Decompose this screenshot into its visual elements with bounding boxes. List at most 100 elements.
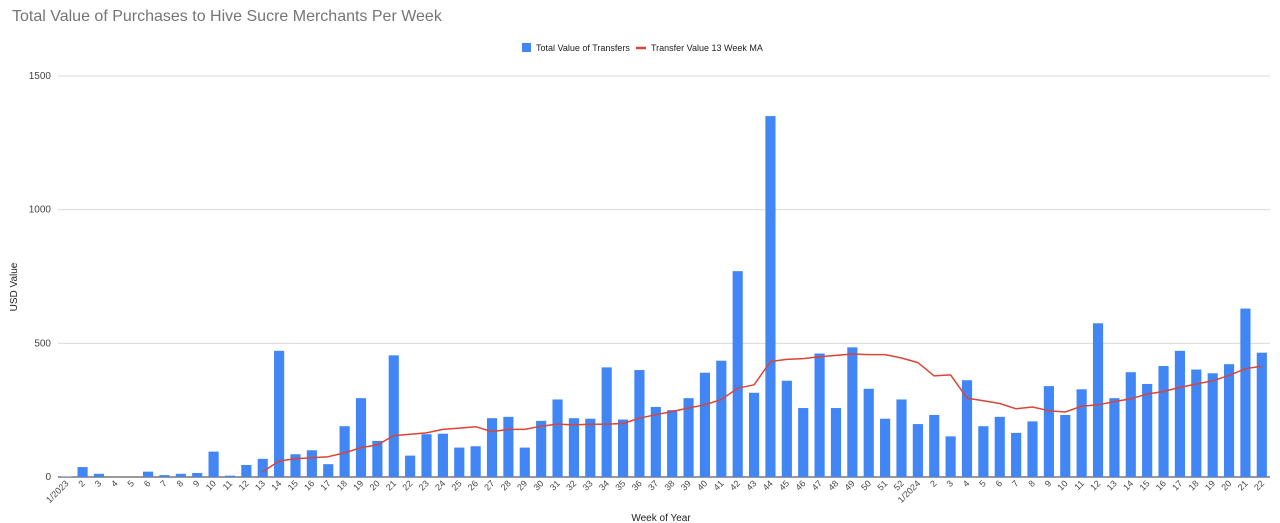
- bar: [274, 350, 285, 477]
- bar: [716, 360, 727, 477]
- bar: [634, 370, 645, 477]
- x-tick-label: 3: [944, 478, 955, 489]
- x-tick-label: 27: [482, 478, 496, 492]
- x-tick-label: 18: [1187, 478, 1201, 492]
- bar: [1125, 372, 1136, 477]
- legend-label-line: Transfer Value 13 Week MA: [651, 43, 763, 53]
- bar: [93, 473, 105, 477]
- x-tick-label: 37: [646, 478, 660, 492]
- x-tick-label: 40: [695, 478, 709, 492]
- x-tick-label: 6: [142, 478, 153, 489]
- x-tick-label: 8: [175, 478, 186, 489]
- bar: [1174, 350, 1185, 477]
- x-tick-label: 15: [1137, 478, 1151, 492]
- bar: [978, 426, 989, 477]
- bar: [519, 447, 530, 477]
- x-tick-label: 49: [843, 478, 857, 492]
- bar: [208, 451, 219, 477]
- x-tick-label: 29: [515, 478, 529, 492]
- bar: [1207, 373, 1218, 477]
- x-tick-label: 24: [433, 478, 447, 492]
- bar: [667, 410, 678, 477]
- x-tick-label: 33: [581, 478, 595, 492]
- x-tick-label: 12: [1088, 478, 1102, 492]
- x-tick-label: 48: [826, 478, 840, 492]
- bar: [929, 414, 940, 477]
- x-tick-label: 11: [221, 478, 235, 492]
- x-tick-label: 8: [1026, 478, 1037, 489]
- bar: [421, 434, 432, 477]
- bar-series: [61, 116, 1267, 477]
- x-tick-label: 12: [237, 478, 251, 492]
- x-tick-label: 38: [662, 478, 676, 492]
- bar: [994, 416, 1005, 477]
- x-tick-label: 17: [1170, 478, 1184, 492]
- x-tick-label: 21: [384, 478, 398, 492]
- x-tick-label: 15: [286, 478, 300, 492]
- x-tick-label: 43: [744, 478, 758, 492]
- bar: [1223, 364, 1235, 477]
- bar: [945, 436, 956, 477]
- x-tick-label: 28: [499, 478, 513, 492]
- x-tick-label: 7: [158, 478, 169, 489]
- bar: [650, 406, 661, 477]
- x-tick-label: 9: [191, 478, 202, 489]
- x-tick-label: 39: [679, 478, 693, 492]
- bar: [1092, 323, 1104, 477]
- x-tick-label: 16: [302, 478, 316, 492]
- x-tick-label: 46: [793, 478, 807, 492]
- bar: [159, 475, 170, 477]
- y-tick-label: 1500: [29, 71, 52, 82]
- bar: [781, 380, 792, 477]
- x-tick-label: 4: [109, 478, 120, 489]
- bar: [1191, 369, 1202, 477]
- x-tick-label: 10: [1056, 478, 1070, 492]
- bar: [192, 472, 203, 477]
- bar: [1043, 386, 1054, 477]
- bar: [1027, 421, 1038, 477]
- bar: [470, 446, 481, 477]
- y-tick-label: 1000: [29, 205, 52, 216]
- x-tick-label: 19: [1203, 478, 1217, 492]
- bar: [143, 471, 154, 477]
- bar: [568, 418, 579, 477]
- bar: [486, 418, 498, 477]
- bar: [224, 475, 236, 477]
- y-axis-ticks: 0 500 1000 1500: [29, 71, 52, 483]
- x-tick-label: 51: [875, 478, 889, 492]
- x-tick-label: 17: [319, 478, 333, 492]
- bar: [896, 399, 907, 477]
- bar: [749, 392, 760, 477]
- bar: [585, 418, 596, 477]
- bar: [814, 353, 825, 477]
- bar: [798, 408, 809, 477]
- y-axis-label: USD Value: [9, 262, 20, 311]
- x-tick-label: 45: [777, 478, 791, 492]
- y-tick-label: 500: [34, 338, 51, 349]
- x-axis-ticks: 1/2023 2 3 4 5 6 7 8 9 10 11 12 13 14 15 16 17 18 19 20 21 22…: [44, 478, 1266, 505]
- x-tick-label: 31: [548, 478, 562, 492]
- bar: [306, 450, 317, 477]
- x-tick-label: 2: [76, 478, 87, 489]
- x-tick-label: 26: [466, 478, 480, 492]
- x-tick-label: 25: [450, 478, 464, 492]
- bar: [290, 454, 301, 477]
- bar: [1240, 308, 1251, 477]
- x-tick-label: 50: [859, 478, 873, 492]
- bar: [601, 367, 612, 477]
- bar: [175, 473, 186, 477]
- chart-title: Total Value of Purchases to Hive Sucre M…: [12, 8, 442, 25]
- bar: [880, 418, 891, 477]
- x-tick-label: 34: [597, 478, 611, 492]
- x-tick-label: 18: [335, 478, 349, 492]
- bar: [388, 355, 399, 477]
- bar: [847, 347, 858, 477]
- x-tick-label: 4: [961, 478, 972, 489]
- x-tick-label: 41: [712, 478, 726, 492]
- bar: [1158, 366, 1169, 477]
- x-tick-label: 19: [351, 478, 365, 492]
- bar: [323, 464, 334, 477]
- x-tick-label: 5: [977, 478, 988, 489]
- legend: Total Value of Transfers Transfer Value 1…: [522, 43, 763, 53]
